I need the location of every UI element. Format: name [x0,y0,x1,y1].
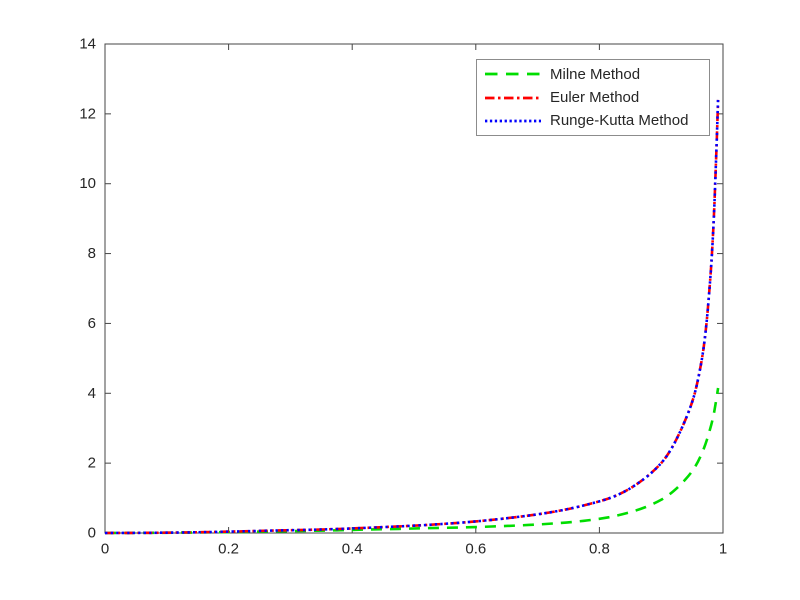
x-tick-label: 0.4 [342,540,363,557]
x-tick-label: 0.8 [589,540,610,557]
legend: Milne Method Euler Method Runge-Kutta Meth… [476,59,710,136]
y-tick-label: 4 [88,385,96,402]
x-tick-label: 0 [101,540,109,557]
y-tick-label: 2 [88,455,96,472]
x-tick-label: 0.6 [465,540,486,557]
y-tick-label: 8 [88,245,96,262]
y-tick-label: 0 [88,525,96,542]
y-tick-label: 6 [88,315,96,332]
legend-entry: Euler Method [485,89,709,107]
legend-label: Runge-Kutta Method [550,112,689,130]
plot-border [104,43,724,534]
x-tick-label: 1 [719,540,727,557]
legend-line-sample [485,72,541,76]
y-tick-label: 12 [79,105,96,122]
y-tick-label: 14 [79,36,96,53]
y-tick-label: 10 [79,175,96,192]
legend-label: Milne Method [550,65,641,83]
series-line-runge-kutta-method [104,98,720,535]
legend-entry: Milne Method [485,65,709,83]
series-line-euler-method [104,99,720,535]
x-tick-label: 0.2 [218,540,239,557]
series-line-milne-method [104,387,720,535]
legend-entry: Runge-Kutta Method [485,112,709,130]
legend-label: Euler Method [550,89,640,106]
legend-line-sample [485,119,541,123]
legend-line-sample [485,96,541,99]
